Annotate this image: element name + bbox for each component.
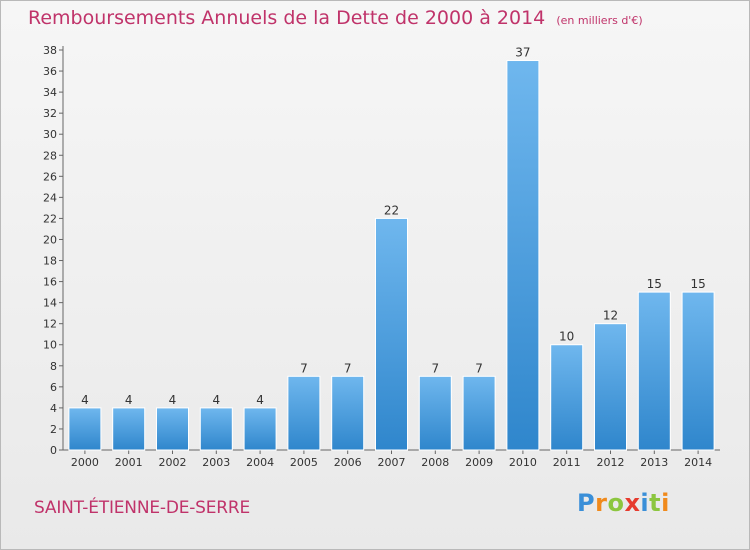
data-label: 15 xyxy=(690,277,705,291)
bar-2012[interactable] xyxy=(594,323,627,451)
location-name: SAINT-ÉTIENNE-DE-SERRE xyxy=(34,498,251,518)
bar-2000[interactable] xyxy=(68,407,102,451)
y-tick-label: 0 xyxy=(50,444,57,457)
logo-letter: i xyxy=(661,489,670,517)
bar-2005[interactable] xyxy=(287,375,321,451)
data-label: 4 xyxy=(212,393,220,407)
data-label: 22 xyxy=(384,203,399,217)
bar-2007[interactable] xyxy=(375,217,408,451)
x-tick-label: 2008 xyxy=(421,456,449,469)
y-tick-label: 16 xyxy=(43,276,57,289)
y-tick-label: 8 xyxy=(50,360,57,373)
x-tick-label: 2000 xyxy=(71,456,99,469)
data-label: 4 xyxy=(81,393,89,407)
x-tick-label: 2002 xyxy=(159,456,187,469)
logo-letter: r xyxy=(595,489,608,517)
logo-letter: o xyxy=(607,489,625,517)
data-label: 7 xyxy=(300,361,308,375)
y-tick-label: 14 xyxy=(43,297,57,310)
bar-2001[interactable] xyxy=(112,407,146,451)
x-tick-label: 2009 xyxy=(465,456,493,469)
y-tick-label: 24 xyxy=(43,191,57,204)
logo-letter: x xyxy=(624,489,641,517)
bars xyxy=(68,60,715,451)
bar-2004[interactable] xyxy=(243,407,277,451)
bar-2010[interactable] xyxy=(506,60,540,451)
y-tick-label: 22 xyxy=(43,212,57,225)
y-tick-label: 32 xyxy=(43,107,57,120)
y-tick-label: 28 xyxy=(43,149,57,162)
data-label: 4 xyxy=(125,393,133,407)
data-label: 7 xyxy=(475,361,483,375)
x-tick-label: 2003 xyxy=(202,456,230,469)
x-tick-label: 2005 xyxy=(290,456,318,469)
data-label: 12 xyxy=(603,309,618,323)
bar-2011[interactable] xyxy=(550,344,584,451)
data-label: 4 xyxy=(169,393,177,407)
x-tick-label: 2001 xyxy=(115,456,143,469)
y-tick-label: 20 xyxy=(43,233,57,246)
chart-subtitle: (en milliers d'€) xyxy=(556,14,643,27)
y-tick-label: 38 xyxy=(43,44,57,57)
data-label: 37 xyxy=(515,46,530,60)
y-tick-label: 2 xyxy=(50,423,57,436)
x-tick-label: 2010 xyxy=(509,456,537,469)
y-tick-label: 18 xyxy=(43,255,57,268)
y-tick-label: 26 xyxy=(43,170,57,183)
bar-2009[interactable] xyxy=(462,375,496,451)
x-tick-label: 2012 xyxy=(597,456,625,469)
proxiti-logo[interactable]: Proxiti xyxy=(577,489,670,517)
data-label: 10 xyxy=(559,330,574,344)
bar-2014[interactable] xyxy=(681,291,715,451)
x-tick-label: 2014 xyxy=(684,456,712,469)
data-label: 7 xyxy=(344,361,352,375)
bar-2002[interactable] xyxy=(156,407,189,451)
logo-letter: t xyxy=(649,489,662,517)
x-tick-label: 2004 xyxy=(246,456,274,469)
data-label: 4 xyxy=(256,393,264,407)
logo-letter: i xyxy=(640,489,650,517)
data-label: 7 xyxy=(431,361,439,375)
bar-2006[interactable] xyxy=(331,375,365,451)
data-labels: 4 4 4 4 4 7 7 22 7 7 37 10 12 15 15 xyxy=(81,46,706,407)
chart-title: Remboursements Annuels de la Dette de 20… xyxy=(28,7,546,29)
x-tick-label: 2011 xyxy=(553,456,581,469)
bar-2008[interactable] xyxy=(418,375,452,451)
y-tick-label: 30 xyxy=(43,128,57,141)
y-tick-label: 10 xyxy=(43,339,57,352)
bar-2013[interactable] xyxy=(637,291,671,451)
data-label: 15 xyxy=(647,277,662,291)
x-tick-label: 2006 xyxy=(334,456,362,469)
title-line: Remboursements Annuels de la Dette de 20… xyxy=(28,7,643,29)
y-tick-label: 36 xyxy=(43,65,57,78)
y-tick-label: 34 xyxy=(43,86,57,99)
x-tick-label: 2007 xyxy=(378,456,406,469)
logo-letter: P xyxy=(577,489,596,517)
x-tick-label: 2013 xyxy=(640,456,668,469)
y-tick-label: 6 xyxy=(50,381,57,394)
y-tick-label: 12 xyxy=(43,318,57,331)
y-tick-label: 4 xyxy=(50,402,57,415)
bar-2003[interactable] xyxy=(199,407,233,451)
